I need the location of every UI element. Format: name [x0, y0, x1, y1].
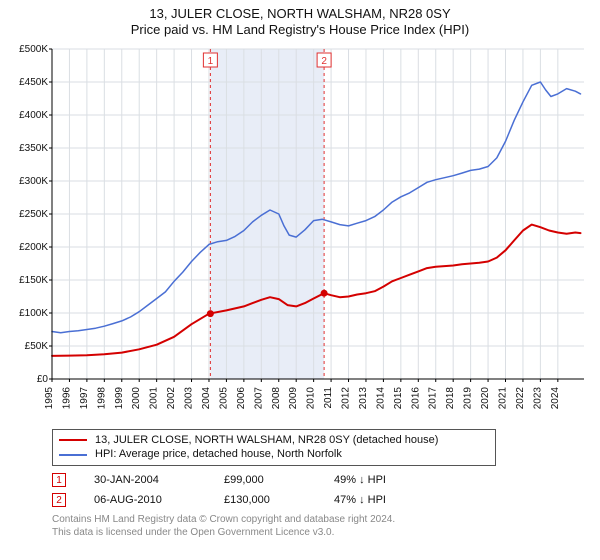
legend-box: 13, JULER CLOSE, NORTH WALSHAM, NR28 0SY… [52, 429, 496, 467]
svg-text:£250K: £250K [19, 209, 48, 220]
svg-text:2005: 2005 [218, 386, 229, 409]
svg-text:2013: 2013 [358, 386, 369, 409]
sale-price-1: £99,000 [224, 474, 334, 486]
sale-price-2: £130,000 [224, 494, 334, 506]
footnote-line-2: This data is licensed under the Open Gov… [52, 527, 592, 540]
svg-text:2000: 2000 [131, 386, 142, 409]
svg-text:2006: 2006 [236, 386, 247, 409]
svg-text:1: 1 [208, 56, 214, 67]
legend-swatch-hpi [59, 454, 87, 456]
legend-label-hpi: HPI: Average price, detached house, Nort… [95, 447, 342, 462]
chart-container: 1 2 £0 £50K £100K £150K £200K £250K £300K £350K £4… [8, 43, 592, 423]
svg-text:2003: 2003 [184, 386, 195, 409]
sales-table: 1 30-JAN-2004 £99,000 49% ↓ HPI 2 06-AUG… [52, 470, 592, 510]
legend-row-hpi: HPI: Average price, detached house, Nort… [59, 447, 489, 462]
footnote-line-1: Contains HM Land Registry data © Crown c… [52, 514, 592, 527]
svg-text:2020: 2020 [480, 386, 491, 409]
svg-text:1996: 1996 [61, 386, 72, 409]
chart-title-address: 13, JULER CLOSE, NORTH WALSHAM, NR28 0SY [8, 6, 592, 22]
footnote: Contains HM Land Registry data © Crown c… [52, 514, 592, 539]
svg-text:£50K: £50K [25, 341, 49, 352]
sale-date-2: 06-AUG-2010 [94, 494, 224, 506]
svg-text:£200K: £200K [19, 242, 48, 253]
svg-text:£150K: £150K [19, 275, 48, 286]
svg-text:1997: 1997 [79, 386, 90, 409]
sale-marker-1: 1 [52, 473, 66, 487]
svg-text:2007: 2007 [253, 386, 264, 409]
legend-row-price-paid: 13, JULER CLOSE, NORTH WALSHAM, NR28 0SY… [59, 433, 489, 448]
sale-row-1: 1 30-JAN-2004 £99,000 49% ↓ HPI [52, 470, 592, 490]
svg-text:2017: 2017 [428, 386, 439, 409]
svg-text:1998: 1998 [96, 386, 107, 409]
chart-subtitle: Price paid vs. HM Land Registry's House … [8, 22, 592, 38]
sale-marker-2: 2 [52, 493, 66, 507]
svg-text:£450K: £450K [19, 77, 48, 88]
svg-text:2023: 2023 [532, 386, 543, 409]
svg-text:2001: 2001 [149, 386, 160, 409]
svg-text:2018: 2018 [445, 386, 456, 409]
svg-text:2024: 2024 [550, 386, 561, 409]
sale-pct-1: 49% ↓ HPI [334, 474, 454, 486]
svg-text:1995: 1995 [44, 386, 55, 409]
svg-text:2010: 2010 [306, 386, 317, 409]
svg-text:£400K: £400K [19, 110, 48, 121]
svg-text:2015: 2015 [393, 386, 404, 409]
svg-text:2016: 2016 [410, 386, 421, 409]
svg-text:2012: 2012 [341, 386, 352, 409]
svg-text:2: 2 [321, 56, 327, 67]
svg-text:£0: £0 [37, 374, 49, 385]
svg-text:2019: 2019 [463, 386, 474, 409]
legend-label-price-paid: 13, JULER CLOSE, NORTH WALSHAM, NR28 0SY… [95, 433, 438, 448]
svg-text:2009: 2009 [288, 386, 299, 409]
svg-text:£100K: £100K [19, 308, 48, 319]
svg-text:2021: 2021 [498, 386, 509, 409]
svg-text:2011: 2011 [323, 386, 334, 408]
sale-row-2: 2 06-AUG-2010 £130,000 47% ↓ HPI [52, 490, 592, 510]
svg-text:2008: 2008 [271, 386, 282, 409]
svg-text:2002: 2002 [166, 386, 177, 409]
sale-date-1: 30-JAN-2004 [94, 474, 224, 486]
price-chart: 1 2 £0 £50K £100K £150K £200K £250K £300K £350K £4… [8, 43, 592, 423]
svg-text:2014: 2014 [375, 386, 386, 409]
svg-text:1999: 1999 [114, 386, 125, 409]
svg-text:£500K: £500K [19, 44, 48, 55]
legend-swatch-price-paid [59, 439, 87, 441]
svg-text:2004: 2004 [201, 386, 212, 409]
sale-pct-2: 47% ↓ HPI [334, 494, 454, 506]
svg-text:2022: 2022 [515, 386, 526, 409]
svg-text:£350K: £350K [19, 143, 48, 154]
svg-text:£300K: £300K [19, 176, 48, 187]
